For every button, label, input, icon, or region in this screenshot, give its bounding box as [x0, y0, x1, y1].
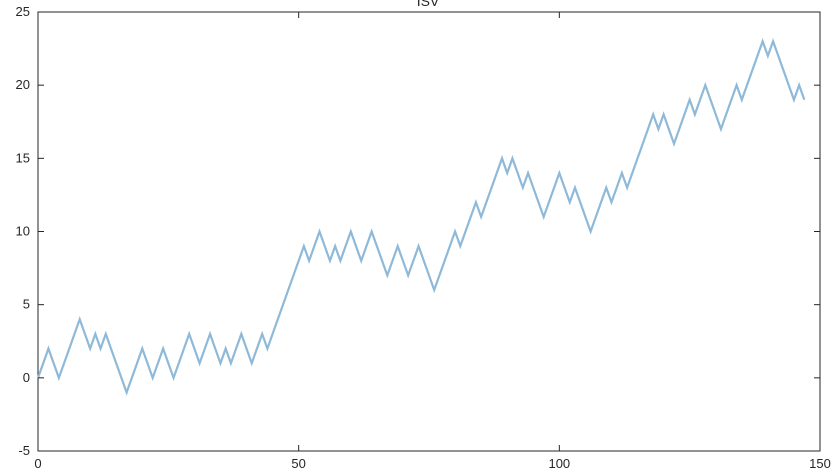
y-tick-label: 15	[16, 150, 30, 165]
series-line-layer	[36, 37, 806, 396]
x-tick-label: 50	[291, 456, 305, 471]
y-tick-label: 0	[23, 370, 30, 385]
y-tick-label: 20	[16, 77, 30, 92]
y-tick-label: 10	[16, 224, 30, 239]
axis-ticks: 0 50 100 150 -5 0 5 10 15 20 25	[16, 4, 831, 471]
y-tick-label: 5	[23, 297, 30, 312]
y-tick-label: 25	[16, 4, 30, 19]
chart-title: ISV	[417, 0, 440, 9]
plot-area-frame	[37, 11, 821, 452]
x-tick-label: 0	[34, 456, 41, 471]
y-tick-label: -5	[18, 443, 30, 458]
x-tick-label: 100	[548, 456, 570, 471]
axes-box	[37, 11, 821, 452]
series-line	[36, 37, 806, 396]
x-tick-label: 150	[809, 456, 831, 471]
